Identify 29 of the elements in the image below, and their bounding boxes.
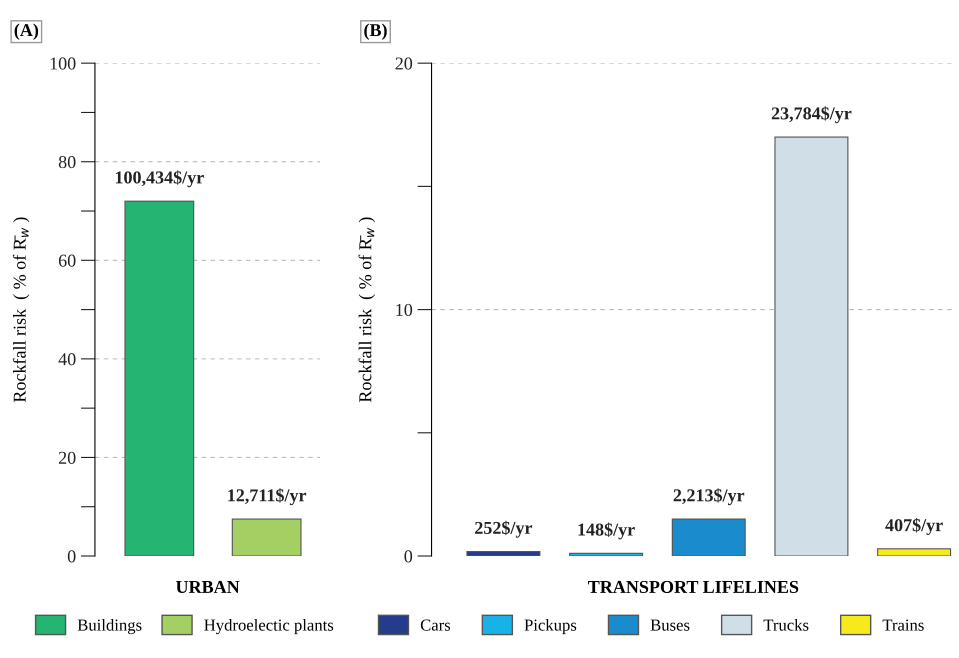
chart-title: (A) xyxy=(14,24,38,40)
legend-label: Buildings xyxy=(78,618,142,634)
annotation: 12,711$/yr xyxy=(228,488,306,506)
x-axis-title: URBAN xyxy=(176,580,240,594)
legend-label: Hydroelectic plants xyxy=(204,618,334,634)
legend-label: Cars xyxy=(420,619,450,631)
annotation: 148$/yr xyxy=(578,522,635,540)
y-tick-label: 40 xyxy=(58,353,76,366)
y-tick-label: 0 xyxy=(68,550,76,562)
annotation: 100,434$/yr xyxy=(116,170,204,188)
y-tick-label: 100 xyxy=(50,57,76,70)
legend-label: Pickups xyxy=(524,618,576,634)
y-axis-title: Rockfall risk ( % of R̄$_{w}$ ) xyxy=(358,217,376,402)
y-tick-label: 20 xyxy=(396,57,412,70)
y-tick-label: 80 xyxy=(58,156,76,168)
annotation: 407$/yr xyxy=(885,518,943,535)
y-tick-label: 20 xyxy=(58,452,76,464)
y-tick-label: 60 xyxy=(58,254,76,267)
annotation: 23,784$/yr xyxy=(772,106,852,124)
legend-label: Trains xyxy=(882,619,924,631)
legend-label: Buses xyxy=(650,620,690,631)
x-axis-title: TRANSPORT LIFELINES xyxy=(588,580,798,594)
y-axis-title: Rockfall risk ( % of R̄$_{w}$ ) xyxy=(12,217,30,402)
legend-label: Trucks xyxy=(764,618,808,631)
chart-title: (B) xyxy=(364,24,387,40)
y-tick-label: 0 xyxy=(404,550,412,562)
annotation: 252$/yr xyxy=(475,520,532,538)
annotation: 2,213$/yr xyxy=(674,488,744,506)
y-tick-label: 10 xyxy=(396,304,412,316)
